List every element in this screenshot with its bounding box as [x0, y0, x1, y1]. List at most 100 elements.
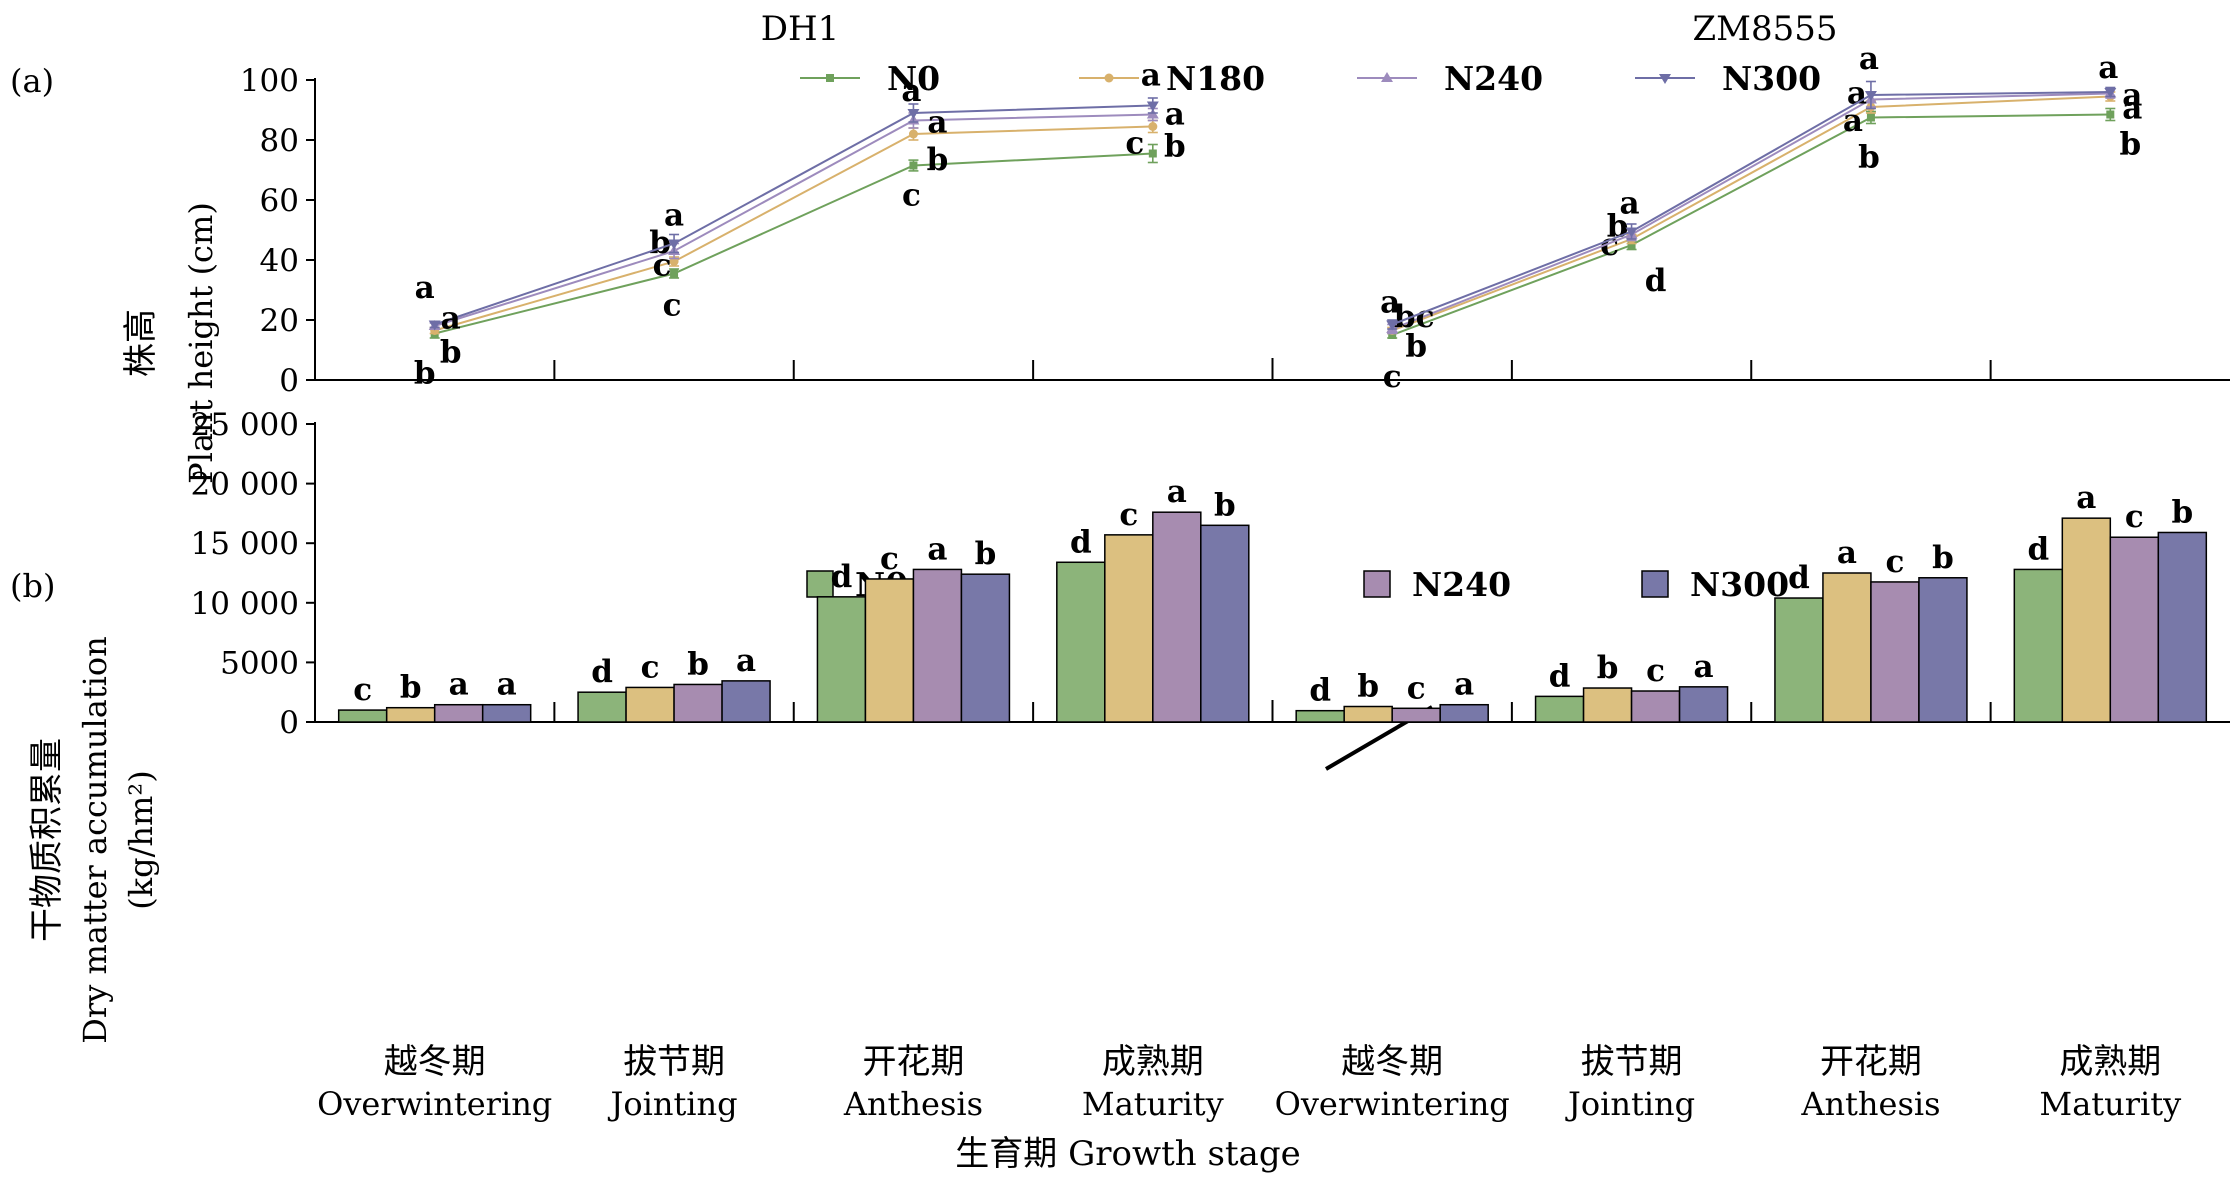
panel-b-ytick-label: 5000: [220, 645, 299, 681]
bar-zm8555-n240: [1630, 690, 1681, 723]
significance-letter: b: [1357, 669, 1379, 705]
significance-letter: a: [1141, 58, 1161, 94]
significance-letter: d: [1070, 524, 1092, 560]
significance-letter: b: [1405, 329, 1427, 365]
significance-letter: b: [927, 142, 949, 178]
bar-dh1-n240: [673, 683, 723, 723]
bar-zm8555-n0: [1534, 695, 1585, 723]
bar-dh1-n180: [385, 706, 436, 723]
significance-letter: c: [1383, 359, 1402, 395]
bar-dh1-n300: [481, 703, 532, 723]
series-line: [1391, 95, 2111, 332]
significance-letter: a: [1167, 474, 1187, 510]
stage-label-en: Anthesis: [1800, 1085, 1940, 1123]
significance-letter: b: [649, 225, 671, 261]
panel-b-ylabel: 干物质积累量 Dry matter accumulation (kg/hm²): [27, 636, 160, 1044]
marker-circle: [1148, 122, 1158, 131]
bar-zm8555-n180: [1582, 687, 1633, 723]
significance-letter: c: [1125, 126, 1144, 162]
significance-letter: a: [1694, 649, 1714, 685]
marker-triangle-down: [1659, 74, 1671, 84]
significance-letter: a: [1620, 186, 1640, 222]
bar-zm8555-n180: [1343, 705, 1393, 723]
legend-b-swatch: [1641, 570, 1669, 598]
bar-dh1-n180: [864, 578, 915, 723]
significance-letter: b: [1164, 129, 1186, 165]
significance-letter: a: [1847, 76, 1867, 112]
marker-square: [1866, 113, 1875, 122]
bar-dh1-n300: [721, 680, 771, 723]
significance-letter: a: [2122, 91, 2142, 127]
series-line: [434, 152, 1153, 335]
bar-dh1-n240: [433, 703, 484, 723]
significance-letter: c: [1407, 670, 1426, 706]
stage-label-en: Maturity: [1082, 1085, 1224, 1123]
significance-letter: a: [736, 643, 756, 679]
marker-triangle-down: [1386, 320, 1399, 331]
significance-letter: a: [1859, 41, 1879, 77]
marker-square: [2106, 110, 2115, 119]
bar-dh1-n300: [1200, 524, 1250, 723]
panel-a-series-n0: cdb b: [1383, 107, 2141, 395]
significance-letter: c: [902, 178, 921, 214]
stage-label-en: Jointing: [608, 1085, 738, 1123]
panel-a-series-n180: bca a: [1387, 91, 2142, 365]
significance-letter: d: [831, 559, 853, 595]
significance-letter: d: [1645, 263, 1667, 299]
stage-label-cn: 成熟期: [2059, 1042, 2161, 1082]
bar-dh1-n0: [577, 691, 627, 723]
significance-letter: a: [497, 667, 517, 703]
stage-label-cn: 拔节期: [623, 1042, 725, 1082]
bar-dh1-n0: [337, 709, 388, 723]
series-line: [434, 113, 1153, 327]
stage-label-en: Overwintering: [317, 1085, 552, 1123]
legend-b-label: N300: [1690, 565, 1789, 604]
panel-a-series-n300: aaa a: [428, 58, 1161, 337]
series-line: [434, 104, 1153, 326]
marker-triangle-up: [1381, 72, 1393, 82]
panel-a-series-n240: aba a: [415, 97, 1185, 330]
significance-letter: a: [664, 198, 684, 234]
series-line: [434, 125, 1153, 332]
significance-letter: c: [641, 649, 660, 685]
stage-label-cn: 拔节期: [1581, 1042, 1683, 1082]
panel-a-series-n180: bcb b: [429, 119, 1186, 371]
marker-triangle-down: [1146, 101, 1159, 112]
significance-letter: b: [1214, 487, 1236, 523]
significance-letter: c: [353, 672, 372, 708]
panel-a-ytick-label: 40: [260, 243, 299, 279]
significance-letter: d: [1309, 673, 1331, 709]
significance-letter: a: [2076, 480, 2096, 516]
marker-triangle-down: [1625, 227, 1638, 238]
significance-letter: b: [400, 670, 422, 706]
panel-a-ylabel: 株高 Plant height (cm): [121, 202, 220, 484]
significance-letter: c: [1885, 544, 1904, 580]
panel-b-ytick-label: 15 000: [191, 526, 299, 562]
significance-letter: a: [1380, 285, 1400, 321]
legend-a-item-n0: N0: [800, 59, 940, 98]
significance-letter: d: [591, 654, 613, 690]
panel-label-b: (b): [10, 567, 55, 605]
significance-letter: b: [1932, 540, 1954, 576]
marker-triangle-down: [668, 239, 681, 250]
bar-zm8555-n240: [2109, 536, 2160, 723]
panel-b-ylabel-cn: 干物质积累量: [27, 738, 67, 942]
significance-letter: b: [1597, 650, 1619, 686]
bar-dh1-n0: [1056, 561, 1106, 723]
marker-triangle-down: [428, 320, 441, 331]
panel-label-a: (a): [10, 62, 54, 100]
significance-letter: b: [414, 356, 436, 392]
stage-label-en: Jointing: [1565, 1085, 1695, 1123]
significance-letter: c: [663, 288, 682, 324]
significance-letter: b: [2171, 494, 2193, 530]
panel-a-ytick-label: 20: [260, 303, 299, 339]
significance-letter: a: [441, 301, 461, 337]
legend-a-label: N300: [1722, 59, 1821, 98]
panel-a-ytick-label: 0: [279, 363, 299, 399]
significance-letter: a: [1165, 97, 1185, 133]
cultivar-title-dh1: DH1: [761, 9, 840, 49]
panel-a-ylabel-en: Plant height (cm): [182, 202, 220, 484]
legend-a-item-n180: N180: [1079, 59, 1265, 98]
